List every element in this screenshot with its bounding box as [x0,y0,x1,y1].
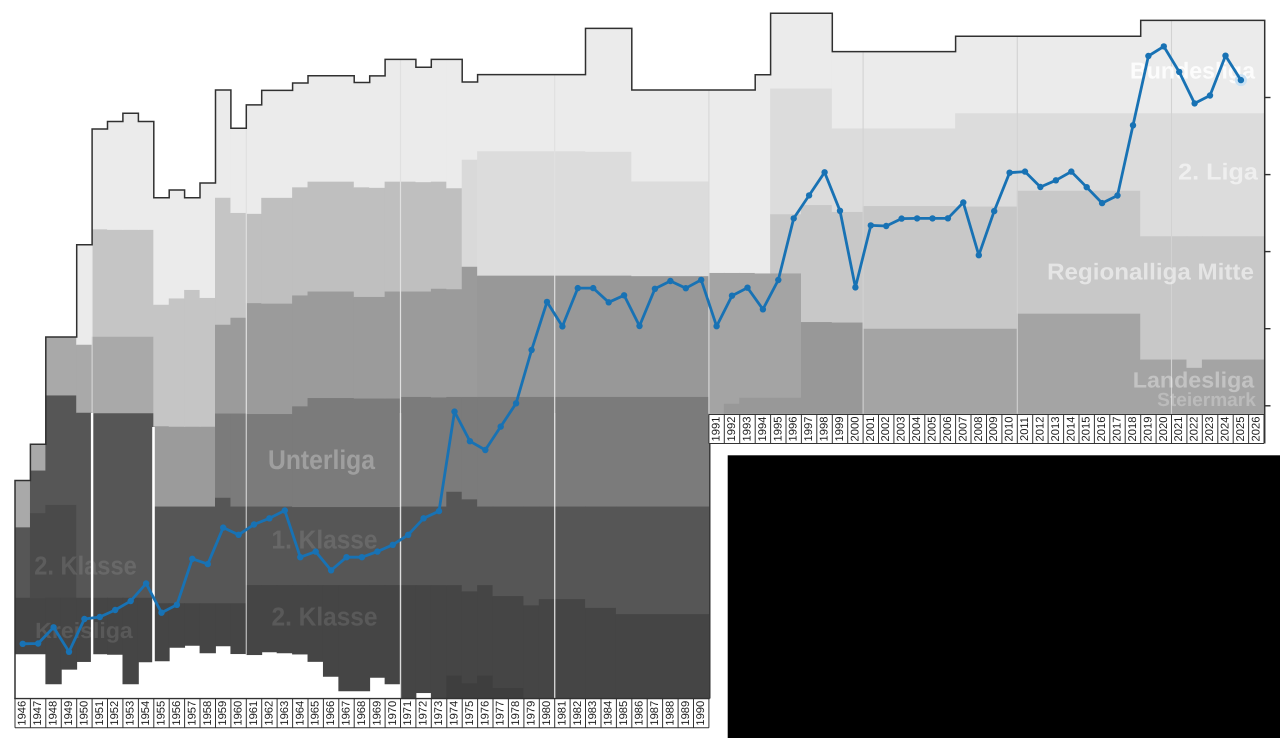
svg-text:1989: 1989 [680,701,692,726]
svg-text:1951: 1951 [94,701,106,726]
svg-text:2023: 2023 [1204,417,1216,442]
svg-text:1964: 1964 [294,701,306,726]
svg-text:2019: 2019 [1142,417,1154,442]
svg-text:1976: 1976 [479,701,491,726]
svg-text:1988: 1988 [664,701,676,726]
svg-text:1981: 1981 [556,701,568,726]
svg-text:1978: 1978 [510,701,522,726]
svg-text:Regionalliga Mitte: Regionalliga Mitte [1047,259,1254,285]
svg-text:2012: 2012 [1034,417,1046,442]
svg-text:2006: 2006 [942,417,954,442]
svg-text:1992: 1992 [726,417,738,442]
svg-text:2009: 2009 [988,417,1000,442]
svg-text:1955: 1955 [156,701,168,726]
svg-text:Unterliga: Unterliga [268,445,376,475]
svg-text:1969: 1969 [371,701,383,726]
svg-text:1972: 1972 [418,701,430,726]
svg-text:2018: 2018 [1127,417,1139,442]
svg-text:2010: 2010 [1004,417,1016,442]
svg-text:2003: 2003 [896,417,908,442]
svg-text:2022: 2022 [1189,417,1201,442]
svg-text:1984: 1984 [603,701,615,726]
svg-text:1956: 1956 [171,701,183,726]
svg-text:1959: 1959 [217,701,229,726]
svg-text:1974: 1974 [449,701,461,726]
svg-text:1949: 1949 [63,701,75,726]
svg-text:1990: 1990 [695,701,707,726]
svg-text:1991: 1991 [711,417,723,442]
svg-text:2005: 2005 [927,417,939,442]
svg-text:1961: 1961 [248,701,260,726]
svg-text:1995: 1995 [772,417,784,442]
svg-text:1994: 1994 [757,417,769,442]
svg-text:1948: 1948 [48,701,60,726]
svg-text:2020: 2020 [1158,417,1170,442]
svg-text:1975: 1975 [464,701,476,726]
svg-text:2015: 2015 [1081,417,1093,442]
svg-text:1965: 1965 [310,701,322,726]
svg-text:1999: 1999 [834,417,846,442]
svg-text:1971: 1971 [402,701,414,726]
svg-text:2026: 2026 [1250,417,1262,442]
svg-text:1946: 1946 [17,701,29,726]
svg-text:1998: 1998 [819,417,831,442]
svg-text:1977: 1977 [495,701,507,726]
svg-text:2014: 2014 [1065,417,1077,442]
svg-text:1967: 1967 [341,701,353,726]
svg-text:1970: 1970 [387,701,399,726]
svg-text:Steiermark: Steiermark [1157,390,1256,411]
svg-text:1968: 1968 [356,701,368,726]
svg-text:1982: 1982 [572,701,584,726]
svg-text:2000: 2000 [849,417,861,442]
svg-text:2002: 2002 [880,417,892,442]
svg-text:2016: 2016 [1096,417,1108,442]
svg-text:1997: 1997 [803,417,815,442]
svg-text:1986: 1986 [634,701,646,726]
svg-text:1993: 1993 [742,417,754,442]
svg-text:2004: 2004 [911,417,923,442]
svg-text:2025: 2025 [1235,417,1247,442]
svg-text:1960: 1960 [233,701,245,726]
svg-text:1953: 1953 [125,701,137,726]
svg-text:2007: 2007 [957,417,969,442]
svg-text:1980: 1980 [541,701,553,726]
svg-text:Landesliga: Landesliga [1133,368,1255,393]
svg-text:1947: 1947 [32,701,44,726]
svg-text:2011: 2011 [1019,417,1031,441]
svg-text:2. Klasse: 2. Klasse [34,551,137,581]
svg-text:1996: 1996 [788,417,800,442]
svg-text:1954: 1954 [140,701,152,726]
svg-text:2017: 2017 [1112,417,1124,442]
svg-text:1983: 1983 [587,701,599,726]
svg-text:2021: 2021 [1173,417,1185,442]
svg-text:1987: 1987 [649,701,661,726]
svg-text:1957: 1957 [186,701,198,726]
svg-text:1985: 1985 [618,701,630,726]
svg-text:2008: 2008 [973,417,985,442]
svg-text:2024: 2024 [1220,417,1232,442]
svg-text:1973: 1973 [433,701,445,726]
svg-text:2. Klasse: 2. Klasse [272,602,378,632]
svg-text:1952: 1952 [109,701,121,726]
svg-text:1950: 1950 [78,701,90,726]
svg-text:1966: 1966 [325,701,337,726]
svg-text:1979: 1979 [526,701,538,726]
svg-text:1963: 1963 [279,701,291,726]
svg-text:2013: 2013 [1050,417,1062,442]
svg-text:2001: 2001 [865,417,877,442]
svg-text:2. Liga: 2. Liga [1178,159,1258,185]
svg-text:1962: 1962 [263,701,275,726]
svg-text:1958: 1958 [202,701,214,726]
svg-text:1. Klasse: 1. Klasse [272,525,378,555]
